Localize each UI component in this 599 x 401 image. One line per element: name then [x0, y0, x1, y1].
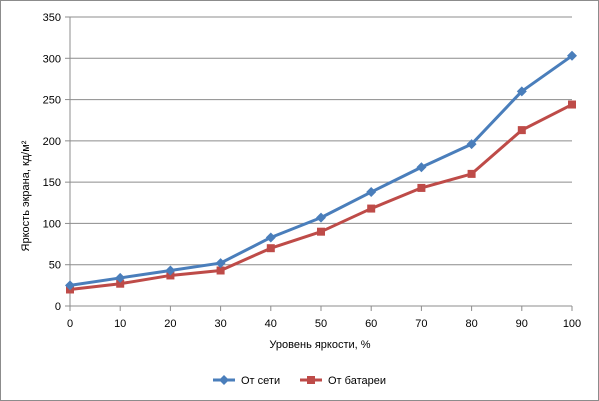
data-point-2-50	[317, 227, 325, 236]
x-tick-label: 0	[67, 318, 73, 330]
y-tick-label: 300	[43, 53, 61, 65]
data-point-1-90	[516, 86, 527, 97]
data-point-1-50	[316, 212, 326, 223]
x-tick-label: 20	[164, 318, 176, 330]
y-tick-label: 50	[49, 260, 61, 272]
tick-labels: 0 50 100 150 200 250 300 350 0 10 20 30 40 50 60 70 80 90…	[43, 12, 582, 330]
data-point-2-100	[568, 100, 576, 109]
data-point-2-60	[367, 204, 376, 213]
data-point-1-100	[567, 50, 577, 61]
gridlines	[70, 16, 572, 266]
data-point-1-80	[466, 139, 477, 150]
data-point-1-30	[215, 258, 226, 269]
series-line-1	[69, 54, 573, 287]
x-tick-label: 30	[214, 318, 226, 330]
y-tick-label: 150	[43, 177, 61, 189]
data-point-1-70	[416, 162, 427, 173]
plot-area	[65, 50, 577, 294]
y-axis-title: Яркость экрана, кд/м²	[20, 140, 32, 251]
data-point-1-60	[366, 187, 377, 198]
legend: От сети От батареи	[213, 375, 386, 387]
legend-label: От сети	[241, 375, 280, 387]
legend-item-2: От батареи	[300, 375, 386, 387]
axes	[65, 16, 573, 311]
x-tick-label: 40	[265, 318, 277, 330]
x-tick-label: 70	[415, 318, 427, 330]
y-tick-label: 200	[43, 136, 61, 148]
y-tick-label: 0	[55, 301, 61, 313]
y-tick-label: 250	[43, 95, 61, 107]
legend-marker	[307, 376, 315, 384]
legend-item-1: От сети	[213, 375, 280, 387]
y-tick-label: 350	[43, 12, 61, 24]
series-1	[65, 50, 577, 291]
x-tick-label: 50	[315, 318, 327, 330]
data-point-1-0	[65, 280, 75, 291]
x-tick-label: 90	[516, 318, 528, 330]
series-line-2	[69, 103, 573, 291]
data-point-2-80	[467, 169, 476, 178]
legend-marker	[219, 375, 229, 385]
y-tick-label: 100	[43, 218, 61, 230]
data-point-1-10	[115, 272, 126, 283]
data-point-2-70	[417, 183, 426, 192]
x-axis-title: Уровень яркости, %	[269, 339, 370, 351]
data-point-1-20	[165, 265, 176, 276]
data-point-1-40	[265, 232, 276, 243]
x-tick-label: 80	[465, 318, 477, 330]
x-tick-label: 100	[563, 318, 581, 330]
data-point-2-10	[116, 279, 125, 288]
x-tick-label: 60	[365, 318, 377, 330]
x-tick-label: 10	[114, 318, 126, 330]
data-point-2-90	[517, 126, 526, 135]
data-point-2-30	[216, 266, 225, 275]
legend-label: От батареи	[328, 375, 386, 387]
data-point-2-40	[266, 244, 275, 253]
